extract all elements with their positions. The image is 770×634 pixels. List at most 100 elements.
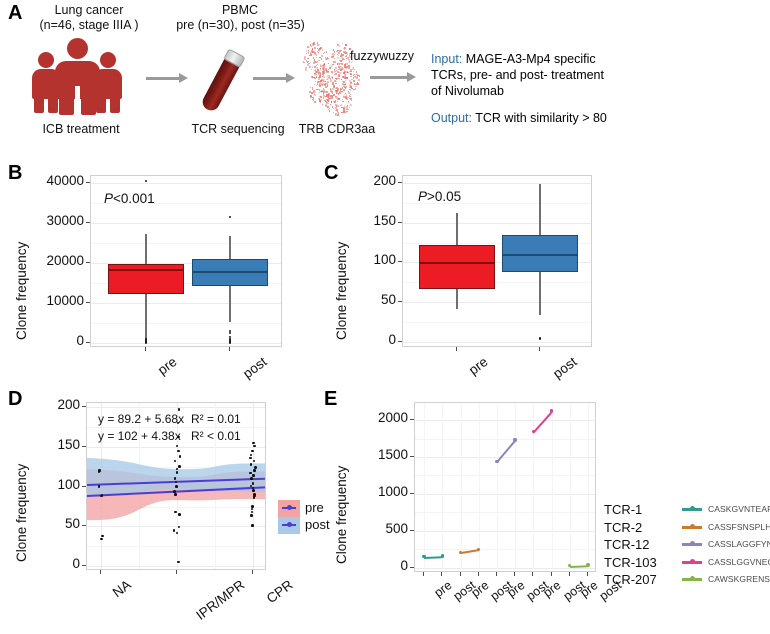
boxplot-median (419, 262, 495, 265)
gridline-minor-v (442, 403, 444, 571)
gridline-minor-v (496, 403, 498, 571)
y-axis-tick-label: 20000 (46, 253, 84, 269)
x-axis-tick-mark (145, 347, 146, 351)
data-point (177, 525, 181, 529)
data-point (172, 529, 176, 532)
y-axis-label: Clone frequency (14, 241, 29, 340)
plot-panel (90, 175, 282, 347)
y-axis-tick-mark (398, 182, 402, 184)
data-point (249, 484, 253, 488)
legend-tcr-name: TCR-207 (604, 572, 657, 587)
data-point (178, 513, 181, 516)
y-axis-tick-mark (86, 262, 90, 264)
data-point (251, 482, 255, 485)
boxplot-outlier (144, 341, 148, 344)
boxplot-outlier (228, 338, 232, 341)
data-point (177, 560, 180, 564)
regression-band-post (87, 457, 265, 495)
data-point (249, 471, 252, 475)
data-point (178, 455, 182, 458)
y-axis-tick-label: 0 (388, 331, 396, 347)
panel-letter-b: B (8, 162, 23, 184)
data-point (173, 459, 177, 463)
input-text-line2: TCRs, pre- and post- treatment (431, 68, 604, 82)
plot-panel (402, 175, 592, 347)
boxplot-median (108, 269, 184, 271)
legend-key-dot (690, 506, 695, 511)
gridline-major (91, 223, 281, 225)
gridline-minor (87, 426, 265, 428)
point-TCR-207-pre (568, 563, 572, 568)
gridline-minor (415, 438, 595, 440)
data-point (175, 485, 178, 488)
y-axis-tick-mark (82, 525, 86, 527)
gridline-major (87, 526, 265, 528)
plot-panel (86, 402, 266, 570)
gridline-major (87, 446, 265, 448)
y-axis-tick-label: 200 (57, 397, 80, 412)
legend-tcr-name: TCR-1 (604, 502, 643, 517)
data-point (252, 489, 255, 492)
panel-letter-a: A (8, 2, 23, 24)
y-axis-tick-label: 100 (373, 252, 396, 268)
y-axis-tick-label: 100 (57, 476, 80, 492)
step2-title-line1: PBMC (221, 3, 259, 17)
gridline-major (403, 183, 591, 185)
y-axis-label: Clone frequency (14, 463, 29, 562)
panel-e-tcr-lineplot: 0 500 1000 1500 2000 Clone frequency pre post pr… (320, 380, 770, 634)
blood-tube-icon (198, 46, 250, 116)
legend-cdr3-sequence: CASSFSNSPLHF (708, 521, 770, 532)
regression-equation: y = 89.2 + 5.68x (98, 412, 185, 426)
x-axis-tick-mark (456, 347, 457, 351)
data-point (250, 514, 253, 517)
legend-key-swatch (278, 500, 300, 517)
boxplot-box (419, 245, 495, 289)
y-axis-tick-label: 50 (64, 516, 80, 532)
y-axis-tick-mark (398, 340, 402, 342)
x-axis-tick-label: post (240, 354, 270, 382)
arrow-icon-2 (253, 73, 297, 83)
legend-cdr3-sequence: CASKGVNTEAFF (708, 504, 770, 514)
data-point (97, 470, 101, 473)
plot-panel (414, 402, 596, 572)
y-axis-tick-mark (82, 565, 86, 567)
step1-caption: ICB treatment (42, 122, 120, 136)
legend-key-dot (690, 541, 695, 546)
gridline-minor-v (551, 403, 553, 571)
input-text-line1: MAGE-A3-Mp4 specific (465, 52, 596, 66)
y-axis-tick-label: 150 (373, 212, 396, 228)
regression-equation: y = 102 + 4.38x (98, 429, 181, 443)
gridline-major (415, 530, 595, 532)
point-TCR-1-post (440, 554, 444, 558)
gridline-minor (403, 321, 591, 323)
legend-cdr3-sequence: CASSLGGVNEQYF (708, 556, 770, 567)
y-axis-tick-mark (410, 566, 414, 568)
gridline-major (415, 420, 595, 421)
legend-cdr3-sequence: CASSLAGGFYNEQFF (708, 539, 770, 549)
line-segment-TCR-12 (496, 440, 516, 463)
data-point (251, 449, 254, 453)
y-axis-label: Clone frequency (334, 241, 349, 340)
data-point (251, 486, 255, 490)
step1-title-line1: Lung cancer (54, 3, 124, 17)
x-axis-tick-mark (477, 572, 479, 576)
panel-b-boxplot: 0 10000 20000 30000 40000 Clone frequency pre p… (0, 155, 320, 382)
legend-label: post (305, 517, 330, 532)
data-point (249, 463, 253, 466)
y-axis-tick-label: 40000 (46, 173, 84, 189)
data-point (174, 510, 177, 514)
point-TCR-2-post (477, 547, 481, 551)
legend-cdr3-sequence: CAWSKGRENSPLHF (708, 574, 770, 584)
data-point (252, 496, 256, 499)
x-axis-tick-label: pre (465, 354, 491, 378)
x-axis-tick-label: IPR/MPR (193, 577, 248, 623)
boxplot-outlier (144, 338, 148, 341)
point-TCR-207-post (586, 563, 590, 567)
boxplot-median (502, 254, 578, 257)
y-axis-tick-mark (410, 529, 414, 531)
p-symbol: P (104, 191, 114, 206)
data-point (253, 493, 256, 496)
y-axis-tick-label: 200 (373, 173, 396, 189)
x-axis-tick-mark (539, 347, 540, 351)
data-point (100, 494, 104, 497)
